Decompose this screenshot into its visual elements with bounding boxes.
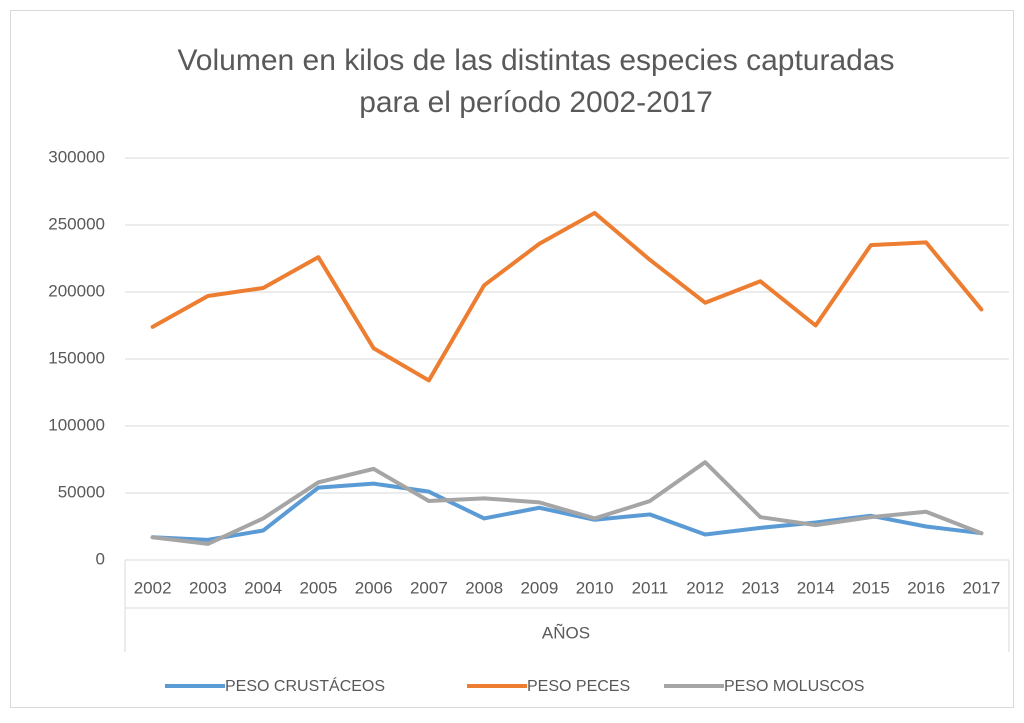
x-tick-label: 2013: [741, 578, 779, 597]
x-tick-label: 2011: [632, 578, 669, 597]
y-tick-label: 300000: [48, 147, 105, 166]
x-axis-label: AÑOS: [542, 623, 590, 642]
x-tick-label: 2016: [907, 578, 945, 597]
y-tick-label: 150000: [48, 348, 105, 367]
x-tick-label: 2017: [962, 578, 1000, 597]
y-tick-label: 100000: [48, 415, 105, 434]
x-tick-label: 2014: [797, 578, 835, 597]
y-tick-label: 250000: [48, 214, 105, 233]
x-tick-label: 2008: [465, 578, 503, 597]
x-tick-label: 2004: [244, 578, 282, 597]
chart-title: para el período 2002-2017: [359, 86, 713, 119]
chart-title: Volumen en kilos de las distintas especi…: [177, 44, 894, 77]
y-tick-label: 200000: [48, 281, 105, 300]
y-tick-label: 0: [96, 549, 105, 568]
y-tick-label: 50000: [58, 482, 105, 501]
legend-label: PESO PECES: [527, 678, 630, 695]
x-tick-label: 2012: [686, 578, 724, 597]
legend-label: PESO CRUSTÁCEOS: [225, 676, 385, 695]
series-line: [150, 210, 984, 383]
x-tick-label: 2002: [134, 578, 172, 597]
x-tick-label: 2015: [852, 578, 890, 597]
x-tick-label: 2006: [355, 578, 393, 597]
x-tick-label: 2007: [410, 578, 448, 597]
x-tick-label: 2009: [520, 578, 558, 597]
x-tick-label: 2005: [299, 578, 337, 597]
x-tick-label: 2010: [576, 578, 614, 597]
legend-label: PESO MOLUSCOS: [724, 678, 864, 695]
series-line: [150, 460, 984, 546]
x-tick-label: 2003: [189, 578, 227, 597]
